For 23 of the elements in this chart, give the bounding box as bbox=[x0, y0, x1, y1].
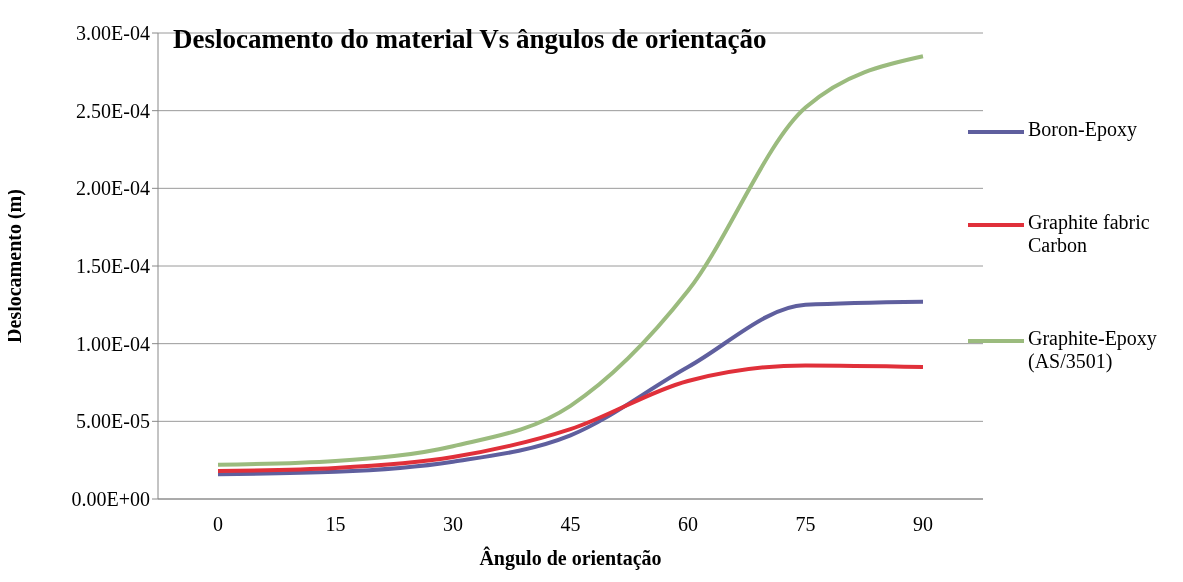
y-tick-label: 2.50E-04 bbox=[76, 99, 150, 122]
x-tick-label: 90 bbox=[913, 513, 933, 536]
x-tick-label: 60 bbox=[678, 513, 698, 536]
y-axis-title: Deslocamento (m) bbox=[3, 189, 27, 343]
y-tick-label: 0.00E+00 bbox=[71, 488, 150, 511]
legend-label: Boron-Epoxy bbox=[1028, 118, 1138, 141]
x-tick-label: 0 bbox=[213, 513, 223, 536]
x-tick-label: 75 bbox=[795, 513, 816, 536]
y-tick-label: 2.00E-04 bbox=[76, 177, 150, 200]
line-series bbox=[216, 363, 925, 474]
x-axis-title: Ângulo de orientação bbox=[479, 546, 662, 570]
y-tick-label: 3.00E-04 bbox=[76, 22, 150, 45]
legend-label: Graphite-Epoxy (AS/3501) bbox=[1028, 327, 1158, 373]
y-tick-label: 1.00E-04 bbox=[76, 332, 150, 355]
line-series bbox=[216, 54, 925, 467]
x-tick-label: 15 bbox=[325, 513, 346, 536]
y-tick-label: 1.50E-04 bbox=[76, 255, 150, 278]
line-series bbox=[216, 299, 925, 477]
legend-label: Graphite fabric Carbon bbox=[1028, 211, 1151, 257]
x-tick-label: 45 bbox=[560, 513, 581, 536]
y-tick-label: 5.00E-05 bbox=[76, 410, 150, 433]
x-tick-label: 30 bbox=[443, 513, 463, 536]
chart-title: Deslocamento do material Vs ângulos de orientação bbox=[173, 24, 767, 55]
